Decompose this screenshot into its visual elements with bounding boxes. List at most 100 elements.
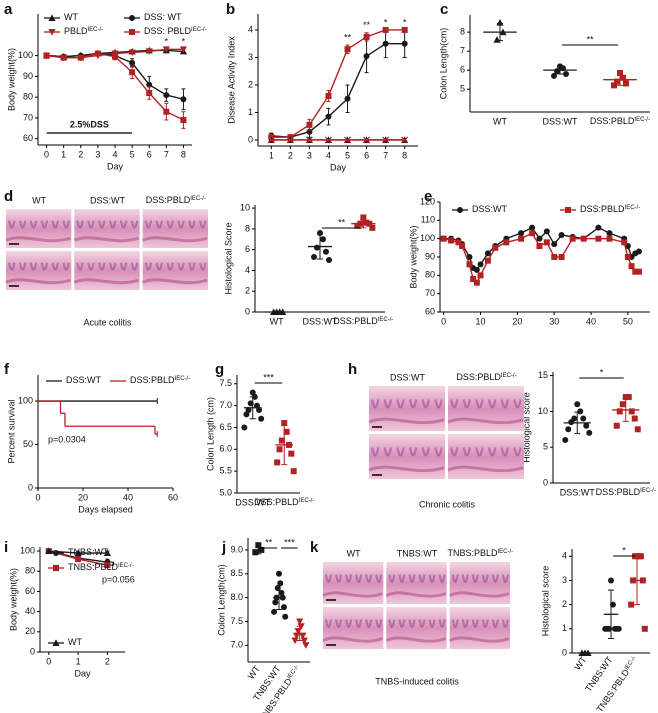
marker — [290, 468, 297, 475]
caption: Chronic colitis — [419, 499, 476, 509]
legend-label: TNBS:PBLDIEC-/- — [68, 562, 134, 572]
legend-label: DSS: WT — [144, 12, 182, 22]
significance: * — [622, 545, 626, 555]
marker — [628, 408, 635, 415]
marker — [60, 54, 67, 61]
tissue-band — [5, 278, 71, 285]
tissue-band — [449, 636, 510, 643]
histology-image — [6, 251, 72, 290]
marker — [580, 415, 587, 422]
y-tick-label: 7 — [460, 46, 465, 56]
histology-image — [74, 251, 140, 290]
legend-sup: IEC-/- — [88, 27, 104, 33]
x-tick-label: 2 — [288, 150, 293, 160]
significance: * — [384, 17, 388, 27]
histology-image — [142, 209, 208, 248]
marker — [241, 424, 248, 431]
legend-name: TNBS:WT — [68, 547, 109, 557]
column-label-sup: IEC-/- — [498, 549, 514, 555]
marker — [255, 542, 262, 549]
marker — [278, 437, 285, 444]
legend-sup: IEC-/- — [625, 205, 641, 211]
caption: Acute colitis — [83, 317, 132, 327]
y-axis-label: Colon Length (cm) — [205, 397, 215, 471]
histology-image — [6, 209, 72, 248]
category-label-text: DSS:PBLD — [596, 487, 641, 497]
marker — [518, 230, 525, 237]
legend-name: DSS: WT — [144, 12, 182, 22]
significance: ** — [363, 20, 371, 30]
marker — [320, 236, 326, 243]
series-line — [271, 43, 405, 138]
marker — [103, 549, 112, 557]
x-tick-label: 4 — [326, 150, 331, 160]
histology-image — [448, 386, 524, 431]
marker — [568, 419, 575, 426]
marker — [565, 207, 571, 213]
y-tick-label: 6 — [245, 244, 250, 254]
marker — [401, 136, 409, 144]
marker — [325, 92, 332, 99]
y-tick-label: 100 — [20, 545, 35, 555]
annotation: p=0.056 — [102, 574, 135, 584]
category-label-sup: IEC-/- — [624, 655, 638, 671]
annotation: 2.5%DSS — [70, 119, 109, 129]
marker — [382, 40, 389, 47]
y-tick-label: 80 — [25, 566, 35, 576]
marker — [484, 257, 491, 264]
significance: * — [182, 37, 186, 47]
y-axis-label: Colon Length(cm) — [216, 564, 226, 636]
marker — [277, 580, 284, 587]
sd-bar — [296, 625, 303, 642]
marker — [628, 601, 635, 608]
x-tick-label: 3 — [307, 150, 312, 160]
histology-image — [369, 434, 445, 479]
marker — [602, 625, 609, 632]
marker — [363, 136, 371, 144]
y-tick-label: 40 — [25, 606, 35, 616]
legend-label: PBLDIEC-/- — [64, 26, 103, 36]
marker — [94, 50, 101, 57]
tissue-pattern — [449, 399, 522, 409]
marker — [274, 459, 281, 466]
x-tick-label: 6 — [147, 149, 152, 159]
tissue-pattern — [7, 220, 70, 229]
significance: ** — [586, 34, 594, 44]
column-label: DSS:WT — [390, 372, 426, 382]
marker — [606, 235, 613, 242]
marker — [129, 15, 135, 21]
annotation: p=0.0304 — [48, 434, 86, 444]
sd-bar — [281, 424, 288, 466]
tissue-band — [447, 465, 524, 473]
marker — [455, 239, 462, 246]
marker — [543, 228, 550, 235]
marker — [492, 244, 499, 251]
marker — [163, 92, 170, 99]
y-tick-label: 10 — [538, 406, 548, 416]
marker — [558, 232, 565, 238]
marker — [551, 241, 558, 248]
marker — [278, 589, 285, 596]
marker — [129, 69, 136, 76]
tissue-pattern — [449, 447, 522, 457]
p-bracket — [110, 561, 114, 566]
panel-letter: j — [221, 539, 226, 556]
histology-image — [74, 209, 140, 248]
marker — [326, 257, 332, 264]
histology-image — [369, 386, 445, 431]
y-tick-label: 8.0 — [230, 592, 243, 602]
panel-letter: b — [226, 1, 235, 18]
marker — [543, 239, 550, 246]
panel-letter: g — [215, 361, 224, 378]
marker — [325, 136, 332, 144]
y-tick-label: 5.5 — [219, 466, 232, 476]
marker — [302, 642, 310, 649]
series-line — [46, 52, 184, 121]
significance: *** — [263, 372, 274, 382]
marker — [276, 570, 282, 577]
marker — [624, 254, 631, 260]
marker — [614, 78, 620, 85]
tissue-pattern — [144, 262, 207, 271]
legend-label: DSS:PBLDIEC-/- — [580, 204, 640, 214]
